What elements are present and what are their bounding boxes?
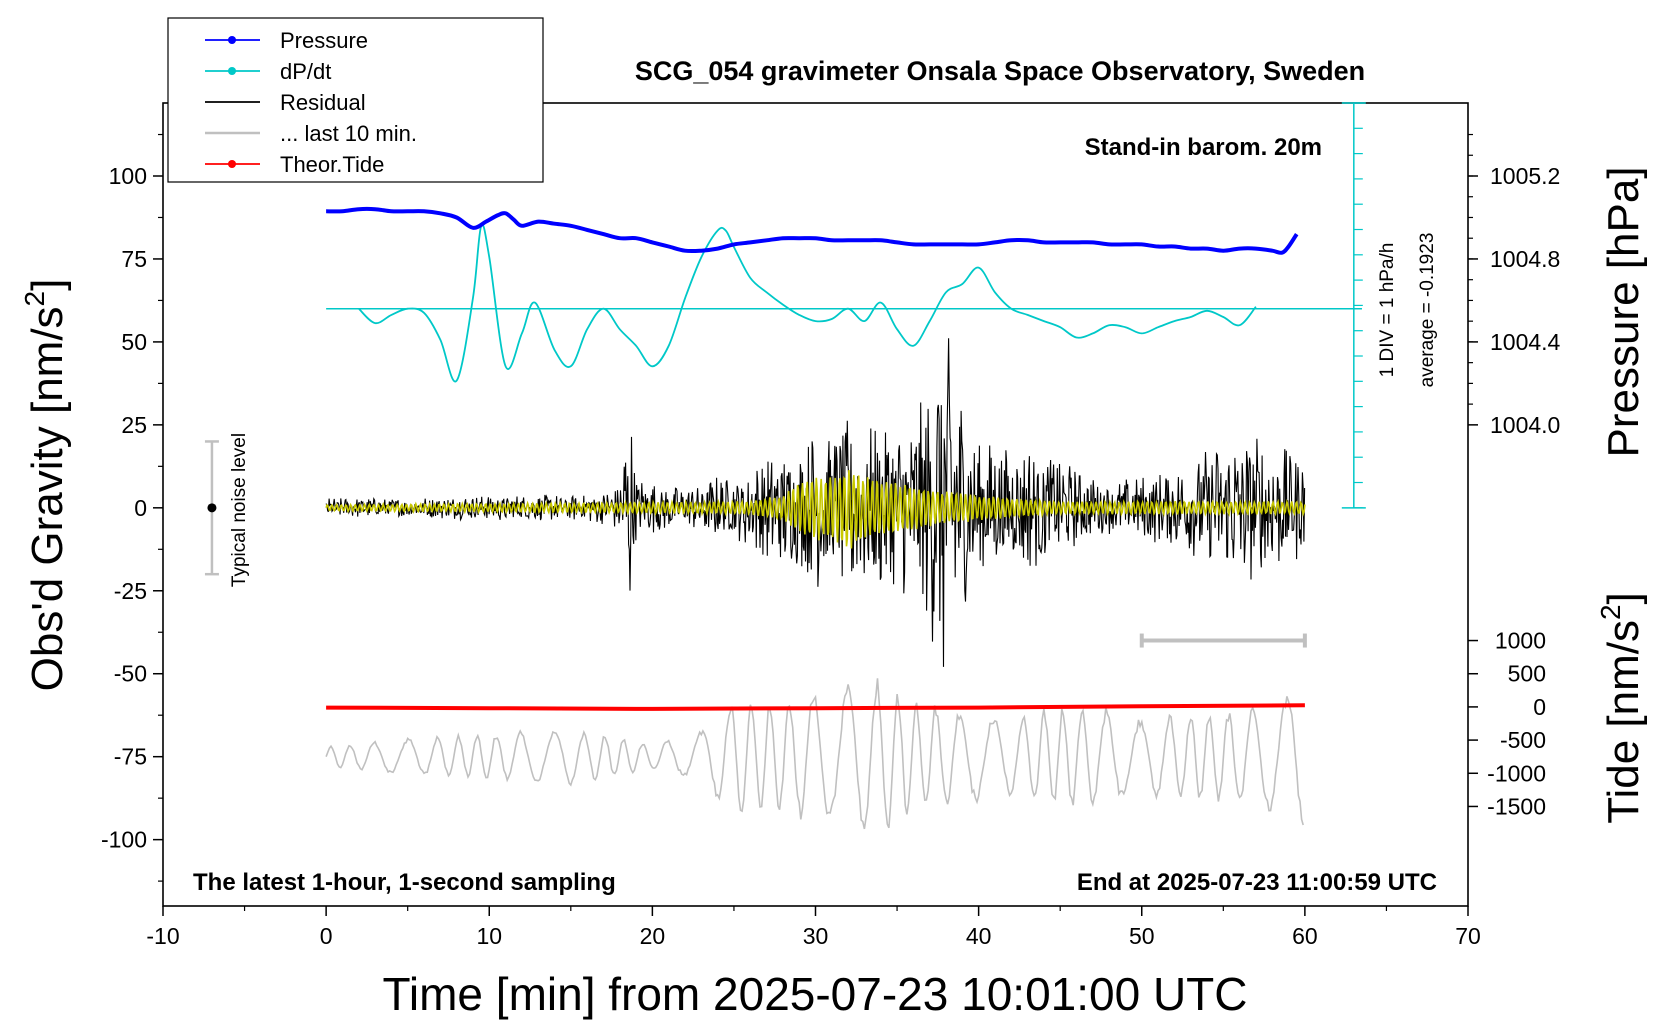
legend-box — [167, 17, 544, 183]
dpdt-scale-axis — [1341, 102, 1366, 509]
x-tick-label: 70 — [1455, 923, 1481, 949]
bottom-left-note: The latest 1-hour, 1-second sampling — [193, 869, 616, 896]
gravity-tick-label: -100 — [101, 827, 147, 853]
div-note: 1 DIV = 1 hPa/h — [1377, 243, 1398, 378]
x-tick-label: 30 — [803, 923, 829, 949]
x-tick-label: 40 — [966, 923, 992, 949]
tide-tick-label: -500 — [1500, 727, 1546, 753]
x-tick-label: 50 — [1129, 923, 1155, 949]
pressure-axis-title: Pressure [hPa] — [1599, 166, 1648, 457]
gravity-tick-label: 75 — [121, 246, 147, 272]
bottom-right-note: End at 2025-07-23 11:00:59 UTC — [1077, 869, 1437, 896]
gravity-tick-label: 50 — [121, 329, 147, 355]
residual-smoothed-line — [325, 470, 1306, 549]
x-tick-label: 10 — [476, 923, 502, 949]
x-axis: -10 0 10 20 30 40 50 60 70 — [146, 906, 1481, 949]
legend-label: Theor.Tide — [280, 152, 384, 177]
series-layer — [325, 206, 1362, 830]
gravity-tick-label: 0 — [134, 495, 147, 521]
tide-tick-label: -1500 — [1487, 793, 1546, 819]
pressure-tick-label: 1005.2 — [1490, 163, 1560, 189]
gravity-axis: 100 75 50 25 0 -25 -50 -75 -100 — [101, 133, 163, 882]
legend-marker — [228, 36, 236, 44]
gravity-tick-label: -50 — [114, 661, 147, 687]
tide-axis-title-end: ] — [1599, 592, 1648, 604]
gravity-axis-title-end: ] — [23, 279, 72, 291]
gravity-tick-label: -25 — [114, 578, 147, 604]
pressure-tick-label: 1004.8 — [1490, 246, 1560, 272]
legend-label: Pressure — [280, 28, 368, 53]
theor-tide-line — [326, 703, 1305, 711]
legend-label: dP/dt — [280, 59, 331, 84]
legend-label: ... last 10 min. — [280, 121, 417, 146]
pressure-axis: 1005.2 1004.8 1004.4 1004.0 — [1468, 133, 1561, 438]
chart-title: SCG_054 gravimeter Onsala Space Observat… — [635, 56, 1365, 86]
noise-level-note: Typical noise level — [229, 433, 250, 587]
legend-marker — [228, 160, 236, 168]
tide-tick-label: 1000 — [1495, 628, 1546, 654]
x-axis-title: Time [min] from 2025-07-23 10:01:00 UTC — [383, 968, 1248, 1020]
gravity-tick-label: -75 — [114, 744, 147, 770]
gravity-tick-label: 25 — [121, 412, 147, 438]
last-10-min-bar — [1139, 633, 1307, 648]
x-tick-label: -10 — [146, 923, 179, 949]
tide-axis-title: Tide [nm/s2] — [1595, 592, 1648, 824]
legend-label: Residual — [280, 90, 366, 115]
legend-marker — [228, 67, 236, 75]
gravity-axis-title: Obs'd Gravity [nm/s2] — [19, 279, 72, 692]
noise-level-indicator — [204, 440, 219, 576]
dpdt-line — [358, 223, 1257, 383]
x-tick-label: 0 — [320, 923, 333, 949]
average-note: average = -0.1923 — [1417, 233, 1438, 388]
gravity-axis-title-main: Obs'd Gravity [nm/s — [23, 306, 72, 691]
tide-tick-label: 0 — [1533, 694, 1546, 720]
noise-center-dot — [207, 503, 217, 513]
last-10-min-line — [325, 678, 1304, 830]
pressure-line — [326, 206, 1299, 255]
legend: Pressure dP/dt Residual ... last 10 min. The… — [167, 17, 544, 183]
tide-axis: 1000 500 0 -500 -1000 -1500 — [1468, 628, 1546, 819]
pressure-tick-label: 1004.4 — [1490, 329, 1561, 355]
x-tick-label: 20 — [640, 923, 666, 949]
tide-axis-title-sup: 2 — [1595, 604, 1626, 620]
tide-axis-title-main: Tide [nm/s — [1599, 620, 1648, 824]
barometer-note: Stand-in barom. 20m — [1085, 134, 1322, 161]
gravity-axis-title-sup: 2 — [19, 291, 50, 307]
tide-tick-label: 500 — [1508, 661, 1546, 687]
x-tick-label: 60 — [1292, 923, 1318, 949]
tide-tick-label: -1000 — [1487, 760, 1546, 786]
pressure-tick-label: 1004.0 — [1490, 412, 1560, 438]
gravity-tick-label: 100 — [109, 163, 147, 189]
